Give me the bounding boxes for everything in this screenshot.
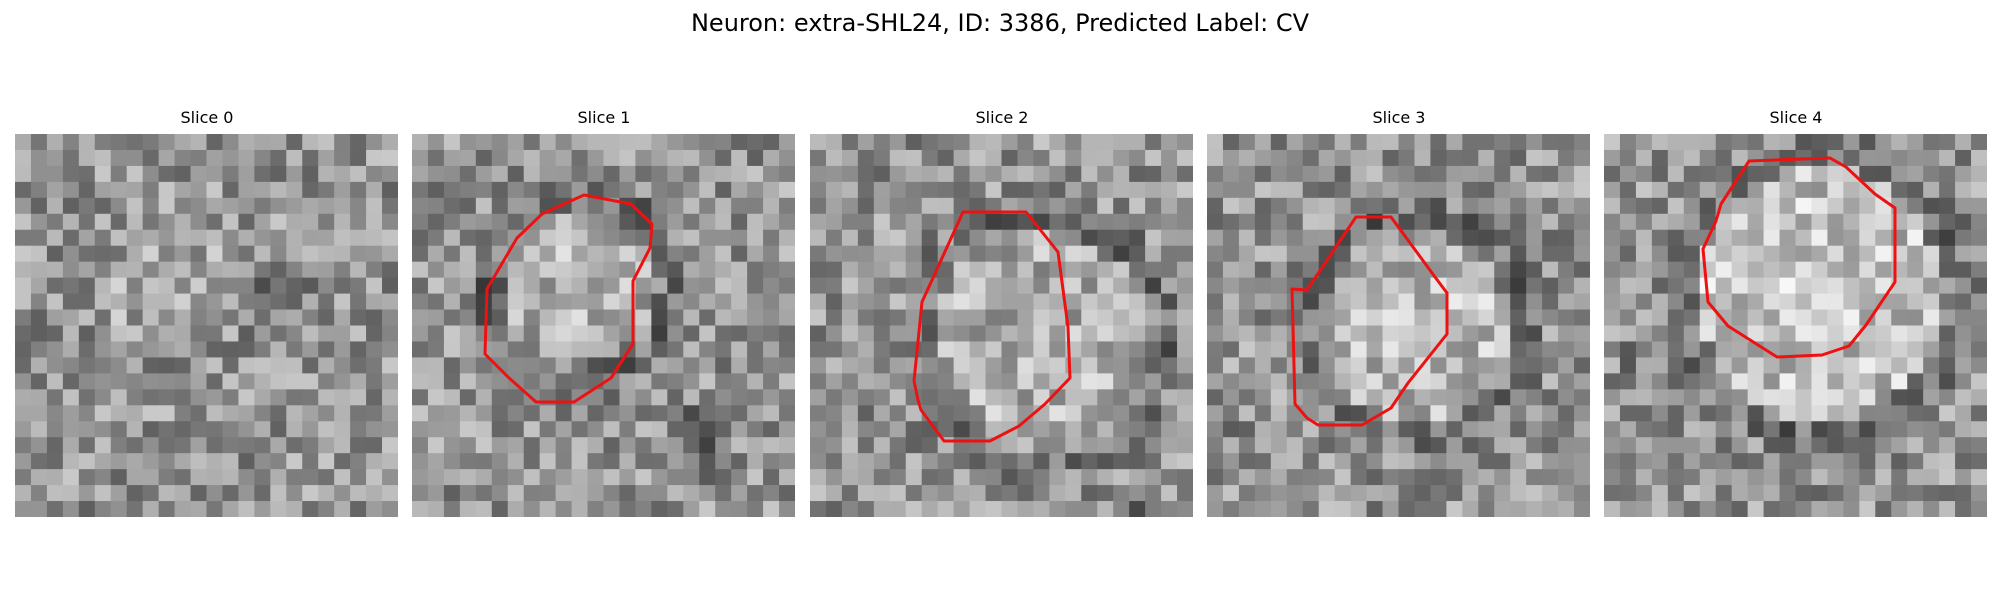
slice-title-3: Slice 3 — [1372, 108, 1426, 127]
pixel-grid — [810, 134, 1193, 517]
roi-contour-3 — [1290, 215, 1449, 427]
slice-image-3 — [1207, 134, 1590, 517]
slice-panel-4: Slice 4 — [1604, 108, 1988, 517]
slice-title-1: Slice 1 — [577, 108, 631, 127]
roi-contour-2 — [912, 210, 1072, 443]
roi-contour-1 — [483, 193, 654, 404]
pixel-grid — [412, 134, 795, 517]
slice-image-1 — [412, 134, 795, 517]
roi-contour-4 — [1701, 156, 1897, 359]
slice-svg-1 — [412, 134, 795, 517]
slice-svg-2 — [810, 134, 1193, 517]
slice-title-4: Slice 4 — [1769, 108, 1823, 127]
slice-image-2 — [810, 134, 1193, 517]
slice-panel-1: Slice 1 — [412, 108, 796, 517]
slice-panel-0: Slice 0 — [15, 108, 399, 517]
slice-image-4 — [1604, 134, 1987, 517]
pixel-grid — [15, 134, 398, 517]
pixel-grid — [1604, 134, 1987, 517]
slice-title-0: Slice 0 — [180, 108, 234, 127]
slice-panel-3: Slice 3 — [1207, 108, 1591, 517]
slice-svg-0 — [15, 134, 398, 517]
slice-svg-4 — [1604, 134, 1987, 517]
figure-title: Neuron: extra-SHL24, ID: 3386, Predicted… — [690, 9, 1310, 37]
slice-panel-2: Slice 2 — [810, 108, 1194, 517]
slice-svg-3 — [1207, 134, 1590, 517]
slice-title-2: Slice 2 — [975, 108, 1029, 127]
slice-image-0 — [15, 134, 398, 517]
pixel-grid — [1207, 134, 1590, 517]
